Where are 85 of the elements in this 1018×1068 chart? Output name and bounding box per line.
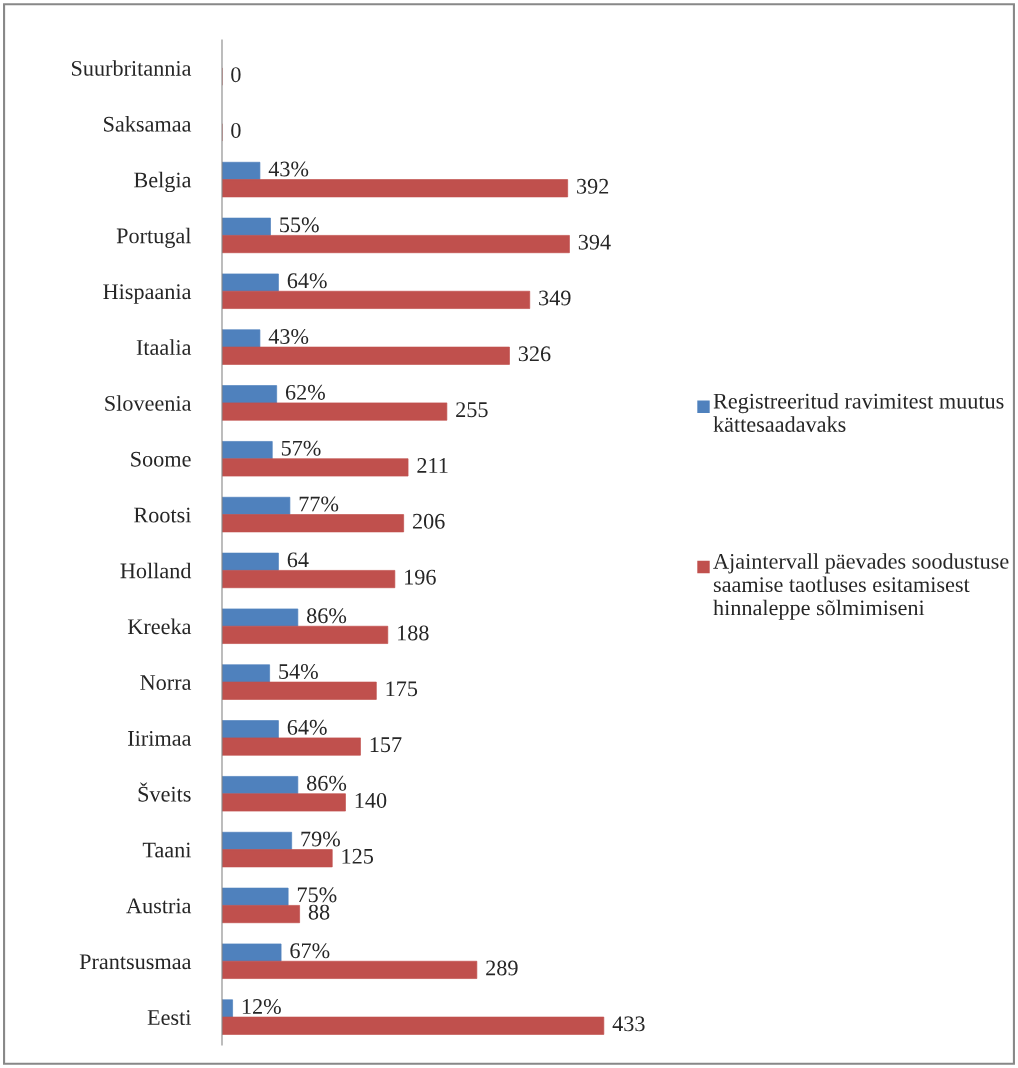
data-label: 75% xyxy=(297,887,337,903)
data-label: 394 xyxy=(578,234,611,250)
data-label: 43% xyxy=(268,329,309,345)
data-label: 175 xyxy=(386,681,418,697)
bar xyxy=(222,514,404,533)
bar xyxy=(222,664,270,683)
data-label: 157 xyxy=(370,737,402,753)
data-label: 140 xyxy=(355,792,387,808)
y-tick-label: Itaalia xyxy=(136,339,192,356)
data-label: 79% xyxy=(301,831,340,847)
bar xyxy=(222,737,361,756)
y-tick-label: Iirimaa xyxy=(128,730,192,746)
data-label: 88 xyxy=(308,904,330,920)
y-tick-label: Taani xyxy=(142,842,192,858)
bar xyxy=(222,458,409,477)
bar xyxy=(222,887,289,906)
bar xyxy=(222,496,291,515)
bar xyxy=(222,570,396,589)
data-label: 326 xyxy=(518,346,551,362)
bar xyxy=(222,776,299,795)
y-tick-label: Hispaania xyxy=(103,284,192,304)
bar xyxy=(222,681,377,700)
bar xyxy=(222,552,279,571)
y-tick-label: Austria xyxy=(126,898,192,914)
data-label: 77% xyxy=(299,496,339,512)
data-label: 0 xyxy=(231,67,241,83)
data-label: 206 xyxy=(412,513,445,529)
bar xyxy=(222,943,282,962)
data-label: 211 xyxy=(417,458,448,473)
bar xyxy=(222,905,300,924)
data-label: 62% xyxy=(285,384,325,400)
bar xyxy=(222,179,569,198)
bar xyxy=(222,385,278,404)
y-tick-label: Portugal xyxy=(116,227,191,248)
data-label: 12% xyxy=(242,999,281,1015)
data-label: 433 xyxy=(612,1016,645,1032)
data-label: 67% xyxy=(290,943,330,959)
legend-label: Ajaintervall päevades soodustuse saamise taotluses esitamisest hinnaleppe sõlmimiseni xyxy=(713,553,1009,620)
data-label: 196 xyxy=(405,569,436,585)
bar xyxy=(222,720,279,739)
data-label: 64% xyxy=(287,719,327,735)
y-tick-label: Holland xyxy=(120,562,192,579)
bar xyxy=(222,441,273,460)
bar xyxy=(222,625,389,644)
y-tick-label: Belgia xyxy=(134,171,192,193)
bar xyxy=(222,402,448,421)
data-label: 55% xyxy=(280,217,319,233)
data-label: 86% xyxy=(307,775,347,791)
data-label: 188 xyxy=(398,625,429,641)
y-tick-label: Kreeka xyxy=(127,618,192,635)
data-label: 64% xyxy=(287,273,327,289)
bar xyxy=(222,793,346,812)
bar xyxy=(222,831,293,850)
y-tick-label: Norra xyxy=(140,675,192,691)
data-label: 54% xyxy=(279,664,318,680)
data-label: 57% xyxy=(281,440,321,456)
y-tick-label: Saksamaa xyxy=(104,116,192,132)
y-tick-label: Soome xyxy=(131,451,191,467)
bar xyxy=(222,960,478,979)
y-tick-label: Eesti xyxy=(147,1010,192,1026)
legend-label: Registreeritud ravimitest muutus kättesaadavaks xyxy=(713,393,1004,432)
data-label: 64 xyxy=(287,552,309,568)
data-label: 43% xyxy=(268,161,309,177)
bar xyxy=(222,217,271,236)
bar xyxy=(222,329,261,348)
bar xyxy=(222,608,299,627)
y-tick-label: Šveits xyxy=(138,782,191,802)
data-label: 125 xyxy=(342,848,374,864)
data-label: 0 xyxy=(231,122,241,138)
data-label: 349 xyxy=(539,290,571,306)
y-tick-label: Sloveenia xyxy=(105,395,192,411)
data-label: 255 xyxy=(456,402,488,418)
bar xyxy=(222,346,510,365)
data-label: 289 xyxy=(486,960,518,976)
data-label: 86% xyxy=(307,608,347,624)
bar xyxy=(222,849,333,868)
bar xyxy=(222,161,261,180)
y-tick-label: Rootsi xyxy=(134,507,192,523)
y-tick-label: Prantsusmaa xyxy=(79,954,192,970)
bar xyxy=(222,290,531,309)
bar xyxy=(222,1016,605,1035)
bar xyxy=(222,273,279,292)
y-tick-label: Suurbritannia xyxy=(71,60,192,76)
bar xyxy=(222,235,570,254)
data-label: 392 xyxy=(577,178,609,194)
